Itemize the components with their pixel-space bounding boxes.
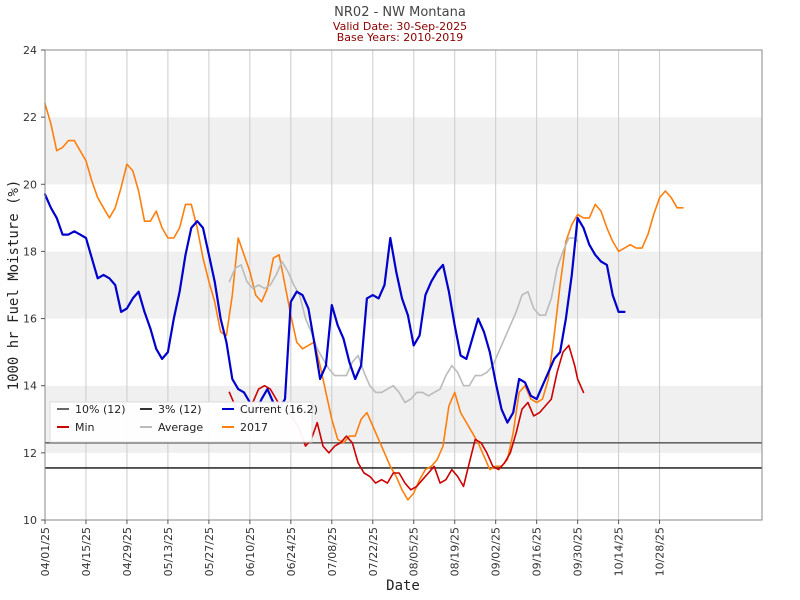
series-line bbox=[44, 102, 684, 501]
x-tick-label: 05/13/25 bbox=[162, 527, 175, 576]
x-tick-label: 04/29/25 bbox=[121, 527, 134, 576]
x-tick-label: 07/08/25 bbox=[326, 527, 339, 576]
series-lines bbox=[43, 102, 684, 501]
x-tick-label: 10/28/25 bbox=[654, 527, 667, 576]
chart-valid-date: Valid Date: 30-Sep-2025 bbox=[333, 20, 467, 33]
plot-band bbox=[45, 50, 762, 118]
series-line bbox=[228, 237, 579, 404]
legend-label: 10% (12) bbox=[75, 403, 126, 416]
x-axis-ticks: 04/01/25 04/15/25 04/29/25 05/13/25 05/27/25… bbox=[39, 520, 667, 576]
x-tick-label: 07/22/25 bbox=[367, 527, 380, 576]
x-tick-label: 04/01/25 bbox=[39, 527, 52, 576]
legend-label: Min bbox=[75, 421, 95, 434]
legend: 10% (12) 3% (12) Current (16.2) Min Average 2… bbox=[49, 401, 318, 443]
x-tick-label: 08/19/25 bbox=[449, 527, 462, 576]
x-tick-label: 06/24/25 bbox=[285, 527, 298, 576]
x-tick-label: 08/05/25 bbox=[408, 527, 421, 576]
plot-band bbox=[45, 117, 762, 185]
y-tick-label: 20 bbox=[23, 178, 37, 191]
legend-label: Average bbox=[158, 421, 203, 434]
plot-band bbox=[45, 251, 762, 319]
threshold-lines bbox=[45, 441, 762, 469]
plot-bands bbox=[45, 50, 762, 520]
legend-label: 3% (12) bbox=[158, 403, 202, 416]
x-tick-label: 10/14/25 bbox=[613, 527, 626, 576]
legend-label: Current (16.2) bbox=[240, 403, 318, 416]
x-tick-label: 06/10/25 bbox=[244, 527, 257, 576]
plot-band bbox=[45, 452, 762, 520]
plot-band bbox=[45, 184, 762, 252]
y-tick-label: 24 bbox=[23, 44, 37, 57]
series-line bbox=[43, 193, 626, 424]
x-tick-label: 09/16/25 bbox=[531, 527, 544, 576]
x-axis-label: Date bbox=[386, 578, 420, 594]
y-tick-label: 12 bbox=[23, 447, 37, 460]
y-tick-label: 18 bbox=[23, 245, 37, 258]
x-tick-label: 05/27/25 bbox=[203, 527, 216, 576]
y-tick-label: 16 bbox=[23, 313, 37, 326]
y-tick-label: 10 bbox=[23, 514, 37, 527]
chart-title: NR02 - NW Montana bbox=[334, 5, 466, 20]
y-axis-ticks: 10 12 14 16 18 20 22 24 bbox=[23, 44, 45, 527]
legend-label: 2017 bbox=[240, 421, 268, 434]
x-tick-label: 04/15/25 bbox=[80, 527, 93, 576]
chart-base-years: Base Years: 2010-2019 bbox=[337, 31, 463, 44]
y-tick-label: 22 bbox=[23, 111, 37, 124]
plot-frame bbox=[44, 49, 763, 521]
y-tick-label: 14 bbox=[23, 380, 37, 393]
x-tick-label: 09/30/25 bbox=[572, 527, 585, 576]
legend-box bbox=[49, 401, 313, 443]
y-axis-label: 1000 hr Fuel Moisture (%) bbox=[6, 180, 22, 391]
plot-band bbox=[45, 318, 762, 386]
x-tick-label: 09/02/25 bbox=[490, 527, 503, 576]
